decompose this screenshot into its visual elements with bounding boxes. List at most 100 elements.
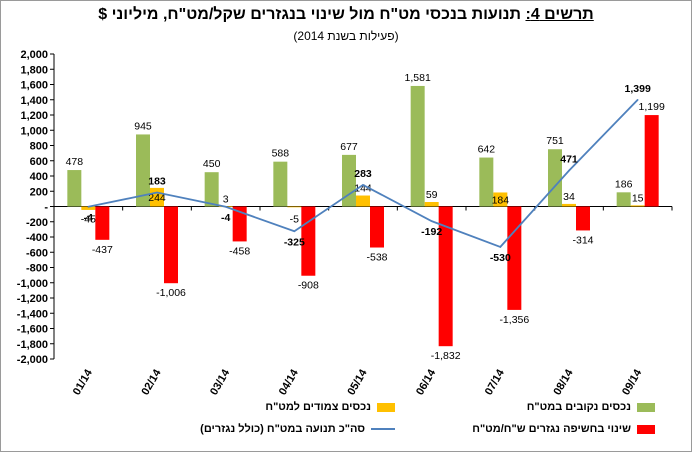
y-tick-label: -1,400 — [17, 308, 48, 320]
bar-1 — [204, 172, 219, 207]
x-tick-label: 07/14 — [483, 367, 508, 398]
line-data-label: -4 — [221, 212, 230, 224]
y-tick-label: -1,600 — [17, 324, 48, 336]
x-tick-label: 03/14 — [208, 367, 233, 398]
total-line-point — [224, 206, 227, 208]
chart-legend: נכסים נקובים במט"ח נכסים צמודים למט"ח שי… — [95, 401, 655, 445]
bar-data-label: -45 — [81, 214, 96, 226]
legend-item-total: סה"כ תנועה במט"ח (כולל נגזרים) — [200, 423, 395, 435]
y-tick-label: -1,800 — [17, 339, 48, 351]
bar-3 — [164, 206, 178, 284]
bar-1 — [136, 134, 150, 207]
legend-swatch-linked — [377, 402, 395, 412]
y-tick-label: - — [44, 202, 48, 214]
total-line-point — [156, 191, 158, 194]
bar-data-label: 677 — [340, 141, 358, 153]
legend-label-derivatives: שינוי בחשיפה נגזרים ש"ח/מט"ח — [472, 423, 631, 435]
bar-data-label: 588 — [272, 148, 290, 160]
line-data-label: -192 — [421, 226, 442, 238]
legend-swatch-nominal — [637, 402, 655, 412]
y-tick-label: -600 — [26, 247, 48, 259]
x-tick-label: 05/14 — [345, 367, 370, 398]
y-tick-label: 1,800 — [20, 64, 48, 76]
bar-data-label: -908 — [298, 280, 319, 292]
bar-3 — [370, 206, 384, 248]
legend-label-total: סה"כ תנועה במט"ח (כולל נגזרים) — [200, 423, 365, 435]
chart-title: תרשים 4: תנועות בנכסי מט"ח מול שינוי בנג… — [0, 6, 692, 24]
y-tick-label: 600 — [30, 156, 48, 168]
bar-1 — [273, 161, 288, 207]
line-data-label: 1,399 — [625, 83, 651, 95]
bar-data-label: 642 — [478, 144, 496, 156]
y-tick-label: -800 — [26, 263, 48, 275]
bar-data-label: 244 — [148, 192, 166, 204]
bar-data-label: -314 — [572, 234, 593, 246]
y-tick-label: 1,400 — [20, 95, 48, 107]
legend-item-derivatives: שינוי בחשיפה נגזרים ש"ח/מט"ח — [472, 423, 655, 435]
bar-1 — [67, 170, 82, 207]
line-data-label: -530 — [490, 252, 511, 264]
bar-2 — [287, 206, 302, 208]
total-line-point — [87, 206, 90, 208]
chart-subtitle: (פעילות בשנת 2014) — [293, 29, 399, 43]
y-tick-label: -1,000 — [17, 278, 48, 290]
y-tick-label: 1,200 — [20, 110, 48, 122]
bar-1 — [479, 157, 494, 207]
bar-3 — [232, 206, 247, 242]
bar-data-label: -538 — [366, 252, 387, 264]
y-tick-label: 800 — [30, 141, 48, 153]
bar-2 — [493, 192, 508, 207]
total-line-point — [636, 99, 639, 101]
line-data-label: -4 — [84, 212, 93, 224]
x-tick-label: 09/14 — [620, 367, 645, 398]
total-line-point — [430, 220, 433, 222]
bar-1 — [342, 154, 356, 207]
bar-2 — [630, 205, 645, 207]
legend-label-linked: נכסים צמודים למט"ח — [265, 401, 371, 413]
bar-data-label: 1,199 — [639, 101, 665, 113]
y-tick-label: 200 — [30, 186, 48, 198]
line-data-label: 471 — [560, 154, 578, 166]
bar-data-label: 450 — [203, 158, 221, 170]
bar-1 — [616, 192, 631, 207]
legend-label-nominal: נכסים נקובים במט"ח — [526, 401, 631, 413]
bar-data-label: -1,832 — [431, 350, 461, 362]
legend-line-total — [371, 428, 395, 430]
x-tick-label: 06/14 — [414, 367, 439, 398]
y-tick-label: -1,200 — [17, 293, 48, 305]
bar-2 — [424, 202, 439, 207]
y-tick-label: 400 — [30, 171, 48, 183]
bar-data-label: 478 — [66, 156, 84, 168]
y-tick-label: 1,000 — [20, 125, 48, 137]
bar-data-label: -437 — [92, 244, 113, 256]
bar-data-label: 184 — [492, 194, 510, 206]
bar-data-label: 34 — [563, 191, 575, 203]
bar-3 — [644, 115, 659, 207]
x-tick-label: 08/14 — [551, 367, 576, 398]
total-line-point — [499, 246, 502, 248]
y-tick-label: 2,000 — [20, 49, 48, 61]
chart-title-main: תנועות בנכסי מט"ח מול שינוי בנגזרים שקל/… — [98, 6, 522, 23]
total-line-point — [568, 169, 570, 172]
bar-data-label: -1,356 — [499, 314, 529, 326]
bar-data-label: 144 — [354, 183, 372, 195]
bar-2 — [81, 206, 96, 210]
bar-data-label: 59 — [426, 189, 438, 201]
legend-swatch-derivatives — [637, 424, 655, 434]
bar-data-label: 751 — [546, 135, 564, 147]
bar-2 — [562, 203, 576, 207]
bar-data-label: -1,006 — [156, 287, 186, 299]
bar-data-label: 1,581 — [405, 72, 431, 84]
bar-3 — [95, 206, 110, 240]
bar-3 — [507, 206, 522, 310]
line-data-label: -325 — [284, 236, 305, 248]
legend-item-linked: נכסים צמודים למט"ח — [265, 401, 395, 413]
bar-2 — [356, 195, 370, 207]
y-tick-label: -2,000 — [17, 354, 48, 366]
bar-data-label: -458 — [229, 245, 250, 257]
y-tick-label: 1,600 — [20, 80, 48, 92]
legend-item-nominal: נכסים נקובים במט"ח — [527, 401, 655, 413]
bar-data-label: 945 — [134, 120, 152, 132]
bar-3 — [576, 206, 590, 231]
